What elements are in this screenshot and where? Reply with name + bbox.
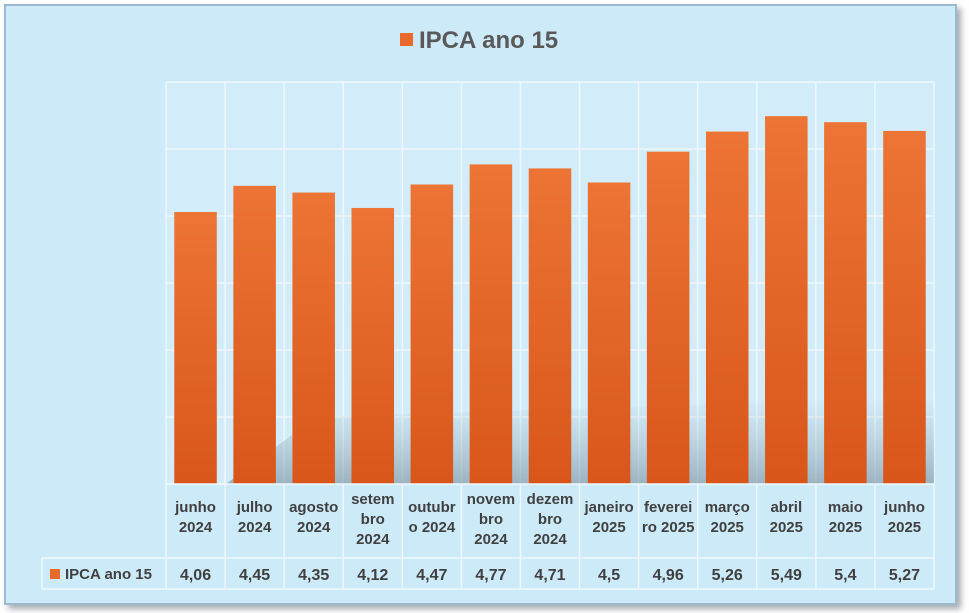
bar	[469, 164, 513, 484]
bar-shadow	[226, 396, 934, 484]
category-label-line: 2024	[179, 519, 213, 536]
category-label: agosto 2024	[289, 499, 338, 536]
category-label-line: 2025	[592, 519, 625, 536]
table-value: 5,27	[889, 567, 920, 584]
category-label-line: 2024	[474, 531, 508, 548]
bar	[174, 211, 217, 485]
bar	[646, 151, 690, 484]
table-value: 4,5	[598, 567, 620, 584]
bar	[765, 116, 808, 485]
category-label-line: junho	[883, 499, 925, 516]
category-label: abril 2025	[770, 499, 803, 536]
table-legend-swatch	[50, 569, 60, 579]
category-label-line: abril	[770, 499, 802, 516]
bar	[587, 182, 631, 484]
bar	[410, 184, 454, 484]
category-label-line: 2024	[533, 531, 567, 548]
category-label-line: outubr	[408, 499, 456, 516]
category-label: maio 2025	[828, 499, 863, 536]
bar	[528, 168, 572, 484]
table-legend-label: IPCA ano 15	[65, 566, 152, 583]
category-label-line: maio	[828, 499, 863, 516]
bar	[292, 192, 335, 485]
category-label-line: bro	[538, 511, 562, 528]
table-value: 5,26	[712, 567, 743, 584]
category-label-line: julho	[236, 499, 273, 516]
category-label-line: junho	[174, 499, 216, 516]
category-label-line: agosto	[289, 499, 338, 516]
category-label: janeiro 2025	[583, 499, 633, 536]
category-label-line: ro 2025	[642, 519, 695, 536]
chart-legend: IPCA ano 15	[400, 27, 558, 54]
category-label-line: 2024	[297, 519, 331, 536]
legend-swatch	[400, 33, 413, 46]
table-value: 4,12	[357, 567, 388, 584]
category-label-line: feverei	[644, 499, 692, 516]
table-value: 4,06	[180, 567, 211, 584]
category-label: julho 2024	[236, 499, 273, 536]
category-label: setem bro 2024	[351, 491, 394, 548]
category-label-line: 2025	[888, 519, 921, 536]
category-label-line: 2025	[711, 519, 744, 536]
table-value: 4,35	[298, 567, 329, 584]
data-table: junho 2024 julho 2024 agosto 2024 setem bro 2024…	[41, 483, 934, 590]
table-value: 5,49	[771, 567, 802, 584]
category-label-line: dezem	[527, 491, 574, 508]
table-value: 4,47	[416, 567, 447, 584]
table-value: 4,71	[534, 567, 565, 584]
category-label-line: o 2024	[408, 519, 455, 536]
category-label: dezem bro 2024	[527, 491, 574, 548]
table-value: 4,77	[475, 567, 506, 584]
bar	[351, 207, 395, 484]
category-label-line: 2025	[829, 519, 862, 536]
category-label-line: 2024	[356, 531, 390, 548]
category-label: junho 2024	[174, 499, 216, 536]
category-label-line: 2025	[770, 519, 803, 536]
chart-title: IPCA ano 15	[419, 27, 558, 54]
category-label: junho 2025	[883, 499, 925, 536]
category-label: novem bro 2024	[467, 491, 515, 548]
category-label-line: 2024	[238, 519, 272, 536]
chart-svg: IPCA ano 15 junho 2024 julho 2024 agosto 2024…	[41, 27, 935, 590]
chart-frame: IPCA ano 15 junho 2024 julho 2024 agosto 2024…	[4, 4, 957, 605]
table-value: 5,4	[834, 567, 856, 584]
bar	[705, 131, 749, 484]
category-label-line: bro	[361, 511, 385, 528]
category-label-line: novem	[467, 491, 515, 508]
category-label-line: janeiro	[583, 499, 633, 516]
bar	[824, 122, 867, 484]
category-label-line: março	[705, 499, 750, 516]
table-value: 4,96	[653, 567, 684, 584]
category-label-line: setem	[351, 491, 394, 508]
table-value: 4,45	[239, 567, 270, 584]
bar	[883, 130, 926, 484]
category-label: feverei ro 2025	[642, 499, 695, 536]
bar	[233, 185, 276, 484]
category-label-line: bro	[479, 511, 503, 528]
category-label: outubr o 2024	[408, 499, 456, 536]
category-label: março 2025	[705, 499, 750, 536]
plot-area	[165, 81, 935, 589]
